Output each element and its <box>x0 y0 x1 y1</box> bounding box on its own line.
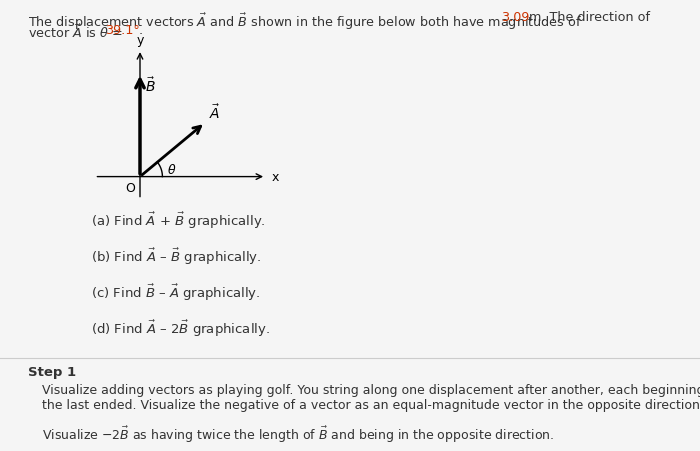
Text: (a) Find $\vec{A}$ + $\vec{B}$ graphically.: (a) Find $\vec{A}$ + $\vec{B}$ graphical… <box>91 210 266 230</box>
Text: vector $\vec{A}$ is $\theta$ =: vector $\vec{A}$ is $\theta$ = <box>28 23 124 41</box>
Text: Visualize −2$\vec{B}$ as having twice the length of $\vec{B}$ and being in the o: Visualize −2$\vec{B}$ as having twice th… <box>42 424 554 444</box>
Text: (c) Find $\vec{B}$ – $\vec{A}$ graphically.: (c) Find $\vec{B}$ – $\vec{A}$ graphical… <box>91 282 260 302</box>
Text: 3.09: 3.09 <box>501 11 530 24</box>
Text: x: x <box>272 171 279 184</box>
Text: .: . <box>139 23 143 37</box>
Text: (b) Find $\vec{A}$ – $\vec{B}$ graphically.: (b) Find $\vec{A}$ – $\vec{B}$ graphical… <box>91 246 262 266</box>
Text: Step 1: Step 1 <box>28 365 76 378</box>
Text: $\theta$: $\theta$ <box>167 163 176 177</box>
Text: $\vec{A}$: $\vec{A}$ <box>209 103 220 122</box>
Text: (d) Find $\vec{A}$ – 2$\vec{B}$ graphically.: (d) Find $\vec{A}$ – 2$\vec{B}$ graphica… <box>91 318 270 338</box>
Text: O: O <box>125 181 135 194</box>
Text: 39.1°: 39.1° <box>105 23 140 37</box>
Text: $\vec{B}$: $\vec{B}$ <box>145 76 155 94</box>
Text: Visualize adding vectors as playing golf. You string along one displacement afte: Visualize adding vectors as playing golf… <box>42 383 700 411</box>
Text: The displacement vectors $\vec{A}$ and $\vec{B}$ shown in the figure below both : The displacement vectors $\vec{A}$ and $… <box>28 11 582 32</box>
Text: m. The direction of: m. The direction of <box>525 11 650 24</box>
Text: y: y <box>136 34 144 47</box>
